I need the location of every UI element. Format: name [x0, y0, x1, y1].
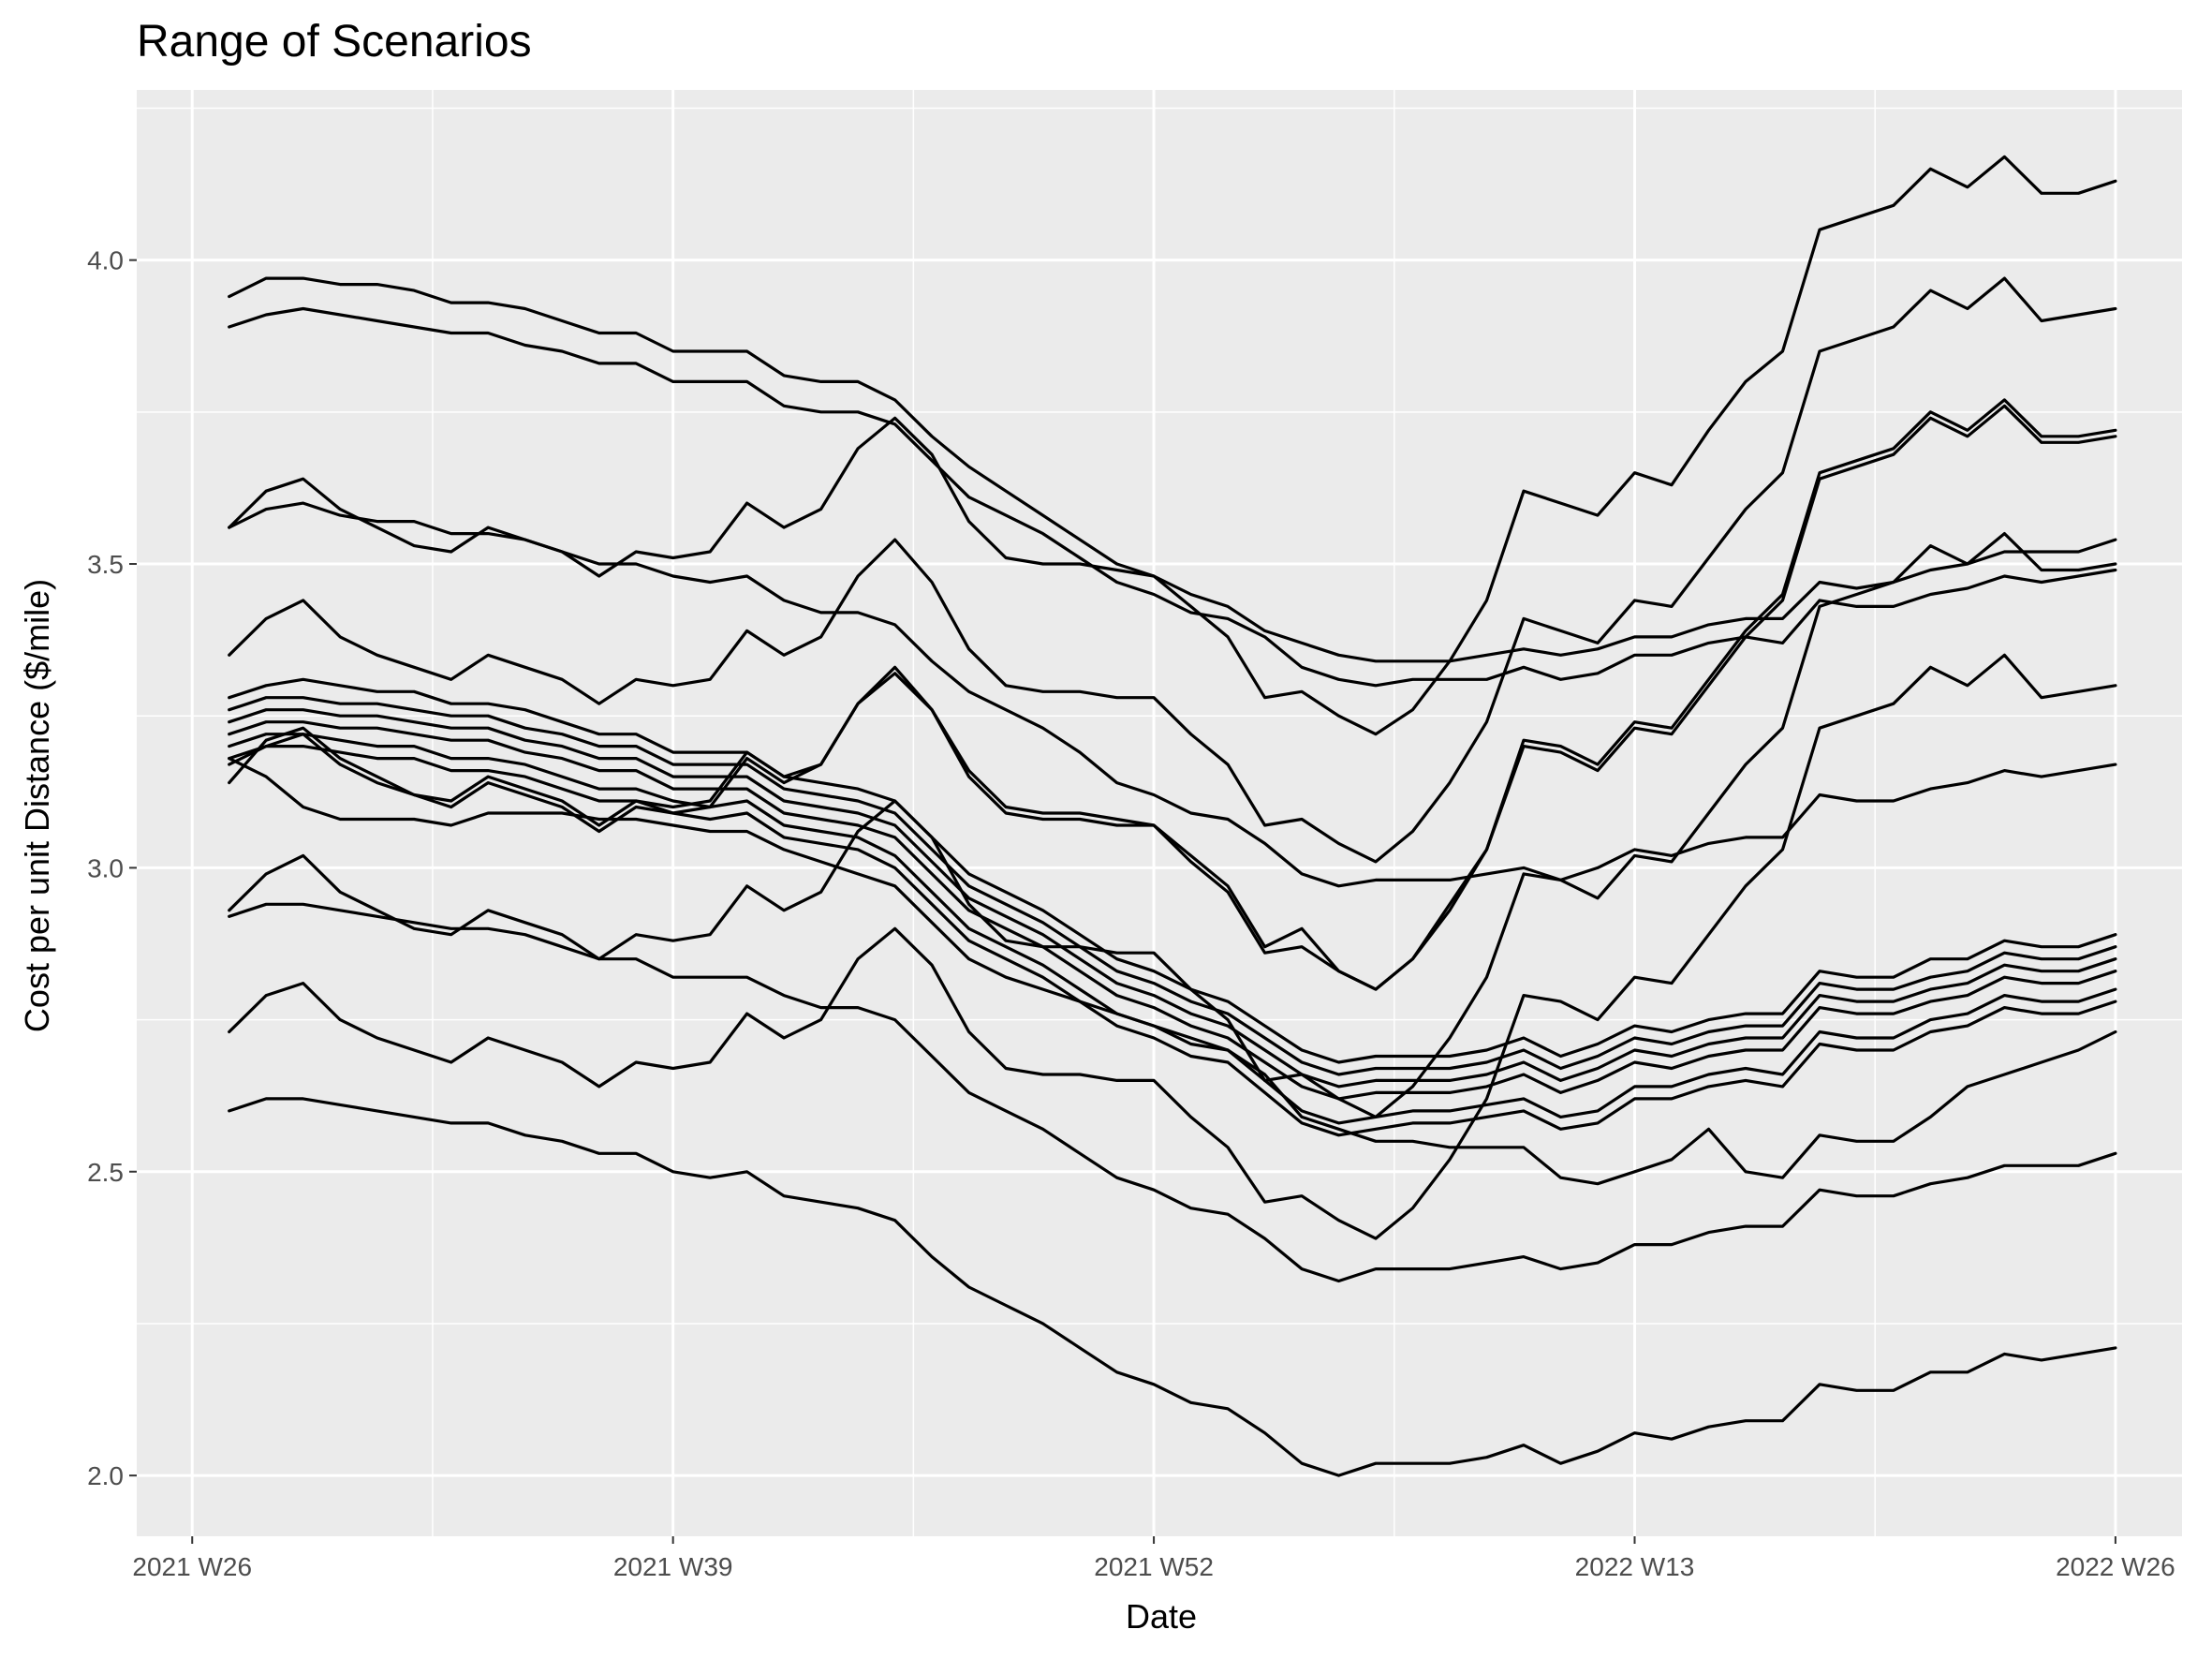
series-line-16 [228, 902, 2117, 1283]
series-line-7 [228, 398, 2117, 991]
y-axis-title: Cost per unit Distance ($/mile) [18, 579, 56, 1032]
series-line-6 [228, 404, 2117, 991]
series-line-12 [228, 733, 2117, 1125]
series-line-8 [228, 677, 2117, 1064]
y-tick-label: 2.5 [87, 1158, 124, 1187]
x-tick-label: 2021 W39 [613, 1552, 733, 1581]
chart-title: Range of Scenarios [137, 17, 532, 67]
y-tick-label: 4.0 [87, 246, 124, 275]
series-line-4 [228, 155, 2117, 736]
series-line-5 [228, 276, 2117, 864]
x-tick-label: 2021 W26 [132, 1552, 252, 1581]
series-line-18 [228, 1097, 2117, 1477]
series-line-2 [228, 306, 2117, 688]
series-line-11 [228, 720, 2117, 1101]
series-line-15 [228, 532, 2117, 1118]
minor-gridlines-y [137, 107, 2182, 1325]
y-axis: 2.0 2.5 3.0 3.5 4.0 [87, 246, 137, 1490]
series-line-14 [228, 757, 2117, 1186]
y-tick-label: 2.0 [87, 1461, 124, 1490]
y-tick-label: 3.0 [87, 853, 124, 882]
y-tick-label: 3.5 [87, 550, 124, 579]
x-tick-label: 2022 W26 [2056, 1552, 2175, 1581]
x-axis-title: Date [1126, 1597, 1197, 1636]
major-gridlines-y [137, 259, 2182, 1477]
x-axis: 2021 W26 2021 W39 2021 W52 2022 W13 2022 W26 [132, 1536, 2175, 1581]
series-line-17 [228, 653, 2117, 1240]
series-line-10 [228, 708, 2117, 1089]
series-line-1 [228, 276, 2117, 663]
series-lines [228, 155, 2117, 1477]
series-line-13 [228, 745, 2117, 1137]
plot-panel [137, 90, 2182, 1536]
series-line-9 [228, 696, 2117, 1076]
x-tick-label: 2022 W13 [1575, 1552, 1695, 1581]
x-tick-label: 2021 W52 [1094, 1552, 1214, 1581]
